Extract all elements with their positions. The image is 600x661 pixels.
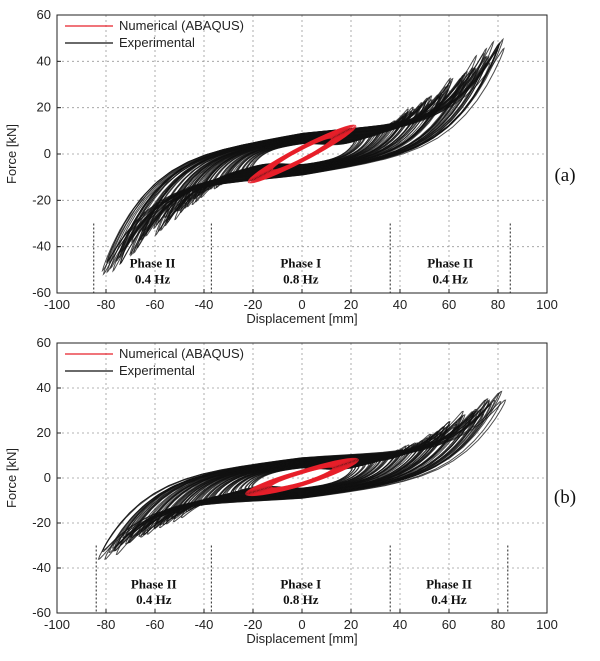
panel-label: (b) [554, 487, 576, 508]
x-tick-label: -100 [44, 297, 70, 312]
experimental-loop [140, 72, 466, 241]
x-tick-label: 0 [298, 297, 305, 312]
experimental-loop [129, 54, 478, 256]
experimental-loop [142, 74, 465, 237]
experimental-loop [101, 47, 505, 273]
legend: Numerical (ABAQUS) Experimental [65, 18, 244, 50]
x-tick-label: 80 [491, 297, 505, 312]
y-axis-label: Force [kN] [4, 124, 19, 184]
experimental-loop [130, 66, 476, 244]
phase-label: Phase II [427, 256, 473, 271]
y-tick-label: 40 [37, 53, 51, 68]
x-tick-label: -40 [195, 297, 214, 312]
y-tick-label: -40 [32, 560, 51, 575]
experimental-loop [119, 62, 487, 265]
y-tick-label: -20 [32, 192, 51, 207]
experimental-loop [105, 41, 501, 264]
phase-label: Phase II [130, 256, 176, 271]
numerical-loop [245, 457, 359, 497]
experimental-loop [106, 43, 500, 262]
x-tick-label: -60 [146, 617, 165, 632]
experimental-loop [108, 48, 499, 265]
series-numerical [245, 457, 359, 497]
experimental-loop [111, 403, 493, 549]
panel-label: (a) [554, 165, 575, 186]
x-tick-label: -80 [97, 297, 116, 312]
experimental-loop [115, 398, 489, 556]
phase-label: Phase I [280, 576, 321, 591]
phase-label: Phase I [280, 256, 321, 271]
legend-label: Experimental [119, 35, 195, 50]
x-tick-label: 100 [536, 297, 558, 312]
x-tick-label: 40 [393, 297, 407, 312]
y-tick-label: 60 [37, 7, 51, 22]
series-experimental [101, 37, 505, 276]
x-tick-label: 100 [536, 617, 558, 632]
experimental-loop [153, 77, 454, 230]
y-tick-label: -20 [32, 515, 51, 530]
x-tick-label: -80 [97, 617, 116, 632]
phase-frequency: 0.4 Hz [433, 272, 469, 287]
experimental-loop [102, 37, 504, 276]
experimental-loop [143, 79, 463, 231]
y-tick-label: 40 [37, 380, 51, 395]
x-tick-label: 80 [491, 617, 505, 632]
x-tick-label: 60 [442, 617, 456, 632]
experimental-loop [119, 47, 488, 266]
y-tick-label: 20 [37, 425, 51, 440]
phase-label: Phase II [131, 576, 177, 591]
experimental-loop [141, 81, 466, 233]
phase-frequency: 0.4 Hz [431, 592, 467, 607]
legend-label: Experimental [119, 363, 195, 378]
series-experimental [97, 390, 507, 560]
y-tick-label: -40 [32, 239, 51, 254]
series-numerical [247, 124, 357, 184]
x-tick-label: 0 [298, 617, 305, 632]
x-axis-label: Displacement [mm] [246, 311, 357, 326]
y-tick-label: 20 [37, 100, 51, 115]
x-tick-label: -60 [146, 297, 165, 312]
experimental-loop [138, 71, 468, 242]
x-tick-label: -20 [244, 617, 263, 632]
x-tick-label: 20 [344, 617, 358, 632]
x-tick-label: -20 [244, 297, 263, 312]
y-tick-label: -60 [32, 605, 51, 620]
experimental-loop [118, 55, 488, 259]
x-tick-label: 40 [393, 617, 407, 632]
experimental-loop [97, 399, 507, 560]
y-tick-label: -60 [32, 285, 51, 300]
x-axis-label: Displacement [mm] [246, 631, 357, 646]
experimental-loop [112, 40, 495, 273]
y-tick-label: 0 [44, 470, 51, 485]
numerical-loop [247, 124, 357, 184]
legend: Numerical (ABAQUS) Experimental [65, 346, 244, 378]
x-tick-label: -100 [44, 617, 70, 632]
experimental-loop [145, 77, 462, 237]
y-tick-label: 0 [44, 146, 51, 161]
y-axis-label: Force [kN] [4, 448, 19, 508]
phase-frequency: 0.4 Hz [136, 592, 172, 607]
x-tick-label: -40 [195, 617, 214, 632]
experimental-loop [129, 70, 477, 239]
legend-label: Numerical (ABAQUS) [119, 18, 244, 33]
x-tick-label: 20 [344, 297, 358, 312]
phase-frequency: 0.8 Hz [283, 272, 319, 287]
y-tick-label: 60 [37, 335, 51, 350]
phase-label: Phase II [426, 576, 472, 591]
phase-frequency: 0.8 Hz [283, 592, 319, 607]
grid [57, 343, 547, 613]
x-tick-label: 60 [442, 297, 456, 312]
experimental-loop [121, 52, 485, 252]
legend-label: Numerical (ABAQUS) [119, 346, 244, 361]
phase-frequency: 0.4 Hz [135, 272, 171, 287]
